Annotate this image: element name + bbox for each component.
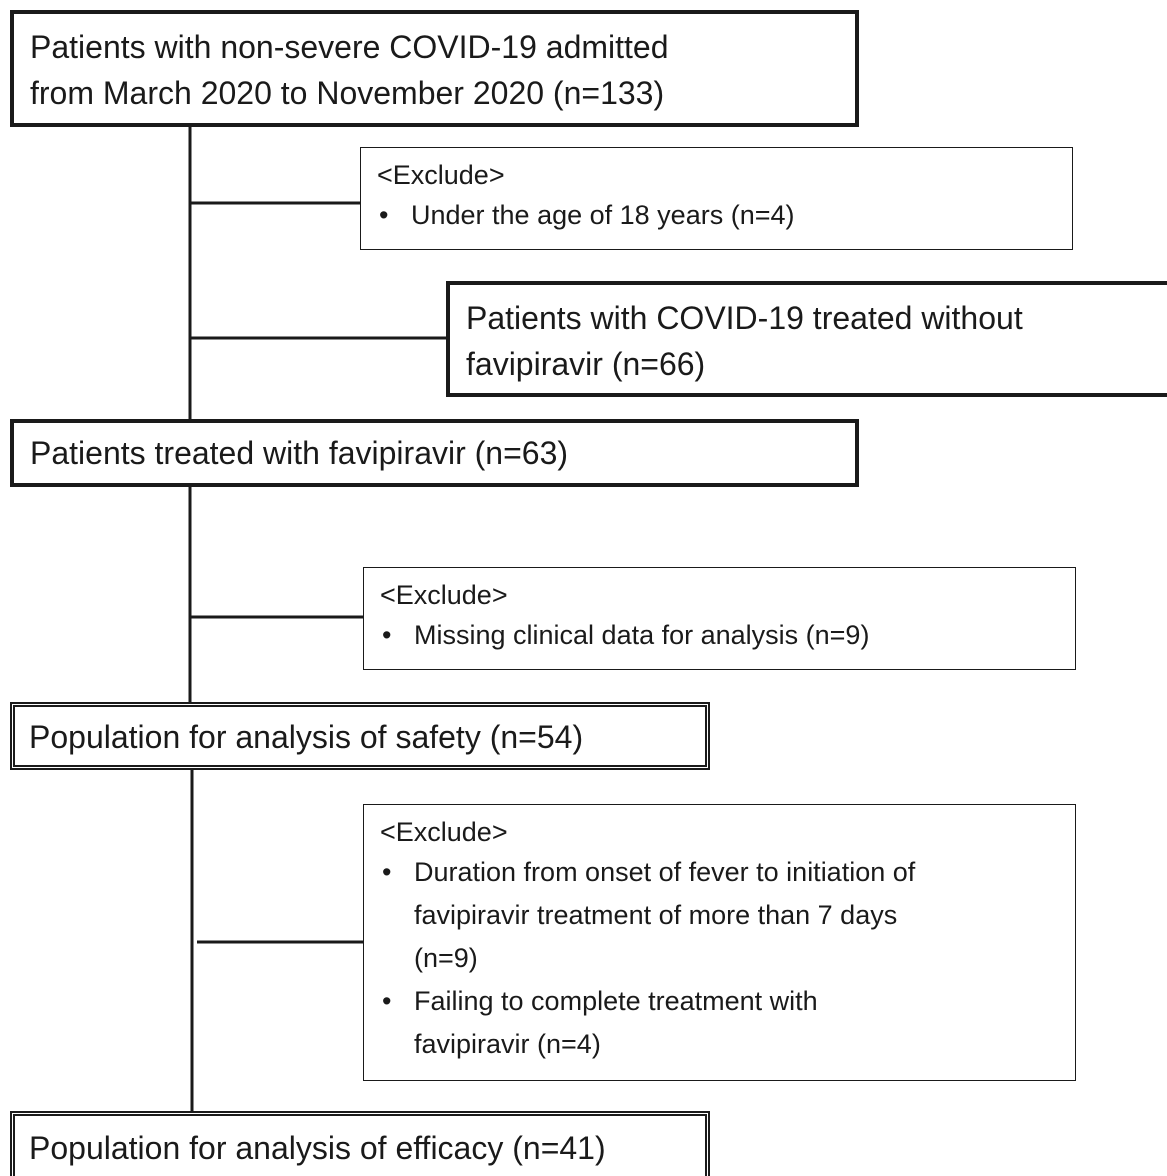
box-text: Patients with non-severe COVID-19 admitt… <box>30 29 669 65</box>
result-box: Population for analysis of safety (n=54) <box>10 702 710 770</box>
exclude-item-text: favipiravir treatment of more than 7 day… <box>414 900 898 930</box>
exclude-item-text: favipiravir (n=4) <box>414 1029 601 1059</box>
exclude-item: Failing to complete treatment with favip… <box>380 980 1059 1066</box>
exclude-item-text: Duration from onset of fever to initiati… <box>414 857 916 887</box>
box-text: Population for analysis of efficacy (n=4… <box>29 1130 606 1166</box>
result-box: Population for analysis of efficacy (n=4… <box>10 1111 710 1176</box>
exclude-box: <Exclude> Duration from onset of fever t… <box>363 804 1076 1081</box>
exclude-box: <Exclude> Under the age of 18 years (n=4… <box>360 147 1073 250</box>
exclude-item: Missing clinical data for analysis (n=9) <box>380 614 1059 657</box>
exclude-heading: <Exclude> <box>377 160 505 190</box>
box-text: Patients with COVID-19 treated without <box>466 300 1023 336</box>
exclude-heading: <Exclude> <box>380 580 508 610</box>
box-text: Patients treated with favipiravir (n=63) <box>30 435 569 471</box>
start-box: Patients with non-severe COVID-19 admitt… <box>10 10 859 127</box>
exclude-item-text: (n=9) <box>414 943 478 973</box>
box-text: favipiravir (n=66) <box>466 346 706 382</box>
exclude-item-text: Failing to complete treatment with <box>414 986 818 1016</box>
side-box: Patients with COVID-19 treated without f… <box>446 281 1167 397</box>
exclude-box: <Exclude> Missing clinical data for anal… <box>363 567 1076 670</box>
box-text: from March 2020 to November 2020 (n=133) <box>30 75 665 111</box>
exclude-item: Under the age of 18 years (n=4) <box>377 194 1056 237</box>
exclude-item: Duration from onset of fever to initiati… <box>380 851 1059 980</box>
box-text: Population for analysis of safety (n=54) <box>29 719 584 755</box>
exclude-heading: <Exclude> <box>380 817 508 847</box>
process-box: Patients treated with favipiravir (n=63) <box>10 419 859 487</box>
